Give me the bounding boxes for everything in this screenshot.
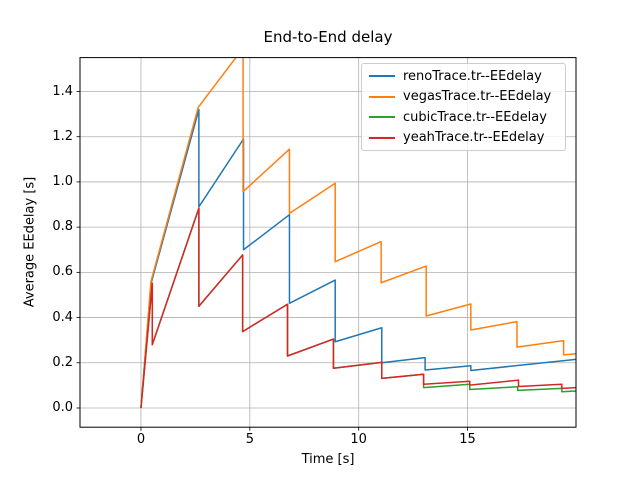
y-tick-label: 0.2	[52, 354, 73, 370]
y-tick-label: 1.0	[52, 173, 73, 189]
legend: renoTrace.tr--EEdelay vegasTrace.tr--EEde…	[361, 63, 566, 151]
legend-entry: renoTrace.tr--EEdelay	[369, 66, 558, 87]
x-tick-label: 5	[245, 432, 254, 447]
legend-swatch-icon	[369, 116, 395, 119]
legend-entry: vegasTrace.tr--EEdelay	[369, 87, 558, 108]
axes-spines	[79, 57, 577, 428]
x-tick-label: 10	[350, 432, 367, 447]
legend-label: cubicTrace.tr--EEdelay	[403, 109, 547, 125]
series-line-vegasTrace.tr--EEdelay	[140, 57, 576, 409]
legend-label: yeahTrace.tr--EEdelay	[403, 130, 545, 146]
legend-swatch-icon	[369, 75, 395, 78]
x-axis-label: Time [s]	[301, 452, 355, 467]
x-tick-label: 15	[459, 432, 476, 447]
y-tick-label: 0.6	[52, 264, 73, 280]
legend-label: renoTrace.tr--EEdelay	[403, 68, 542, 84]
x-tick-label: 0	[136, 432, 146, 447]
series-line-yeahTrace.tr--EEdelay	[140, 207, 576, 409]
y-tick-label: 0.0	[52, 399, 73, 415]
y-tick-label: 0.4	[52, 309, 73, 325]
legend-entry: yeahTrace.tr--EEdelay	[369, 128, 558, 149]
y-tick-label: 1.2	[52, 128, 73, 144]
chart-title: End-to-End delay	[263, 28, 393, 46]
legend-entry: cubicTrace.tr--EEdelay	[369, 107, 558, 128]
series-line-renoTrace.tr--EEdelay	[140, 108, 576, 409]
legend-label: vegasTrace.tr--EEdelay	[403, 89, 552, 105]
y-tick-label: 0.8	[52, 219, 73, 235]
legend-swatch-icon	[369, 95, 395, 98]
legend-swatch-icon	[369, 136, 395, 139]
y-tick-label: 1.4	[52, 83, 73, 99]
